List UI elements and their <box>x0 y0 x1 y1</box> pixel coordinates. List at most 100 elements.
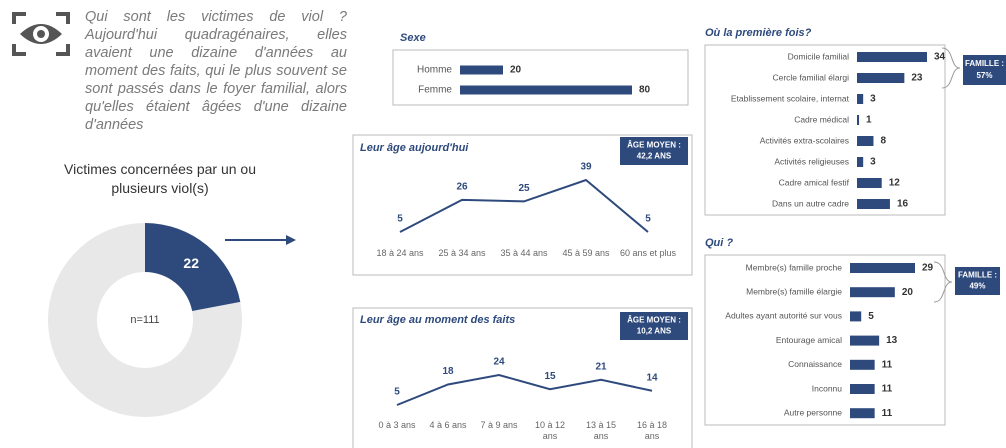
category-label: Cercle familial élargi <box>772 72 849 82</box>
x-tick-label: 45 à 59 ans <box>562 248 610 258</box>
bar <box>850 359 875 370</box>
x-tick-label: 16 à 18 ans <box>636 420 668 441</box>
value-label: 11 <box>882 359 893 370</box>
value-label: 3 <box>870 157 876 168</box>
bar <box>850 263 915 273</box>
bar <box>857 157 864 167</box>
chart-title: Qui ? <box>705 237 733 249</box>
panel <box>392 49 689 106</box>
eye-icon <box>12 12 70 56</box>
bar <box>857 115 860 125</box>
annotation-box <box>620 312 688 340</box>
value-label: 80 <box>639 85 651 96</box>
category-label: Domicile familial <box>788 51 850 61</box>
category-label: Femme <box>418 85 452 96</box>
bar <box>850 384 875 394</box>
annotation-value: 57% <box>976 71 992 80</box>
value-label: 20 <box>510 65 522 76</box>
x-tick-label: 7 à 9 ans <box>480 420 518 430</box>
category-label: Activités religieuses <box>774 156 849 166</box>
annotation-label: Famille : <box>958 271 997 280</box>
value-label: 23 <box>911 73 923 84</box>
value-label: 5 <box>394 387 400 398</box>
annotation-box <box>963 55 1006 85</box>
center-label: n=111 <box>130 314 159 326</box>
x-tick-label: 18 à 24 ans <box>376 248 424 258</box>
category-label: Entourage amical <box>776 335 842 345</box>
value-label: 20 <box>902 287 914 298</box>
annotation-label: Âge moyen : <box>627 141 681 150</box>
panel <box>352 134 693 276</box>
slice-label: 22 <box>183 255 199 271</box>
value-label: 11 <box>882 408 893 419</box>
line <box>396 373 653 406</box>
chart-title: Leur âge au moment des faits <box>360 314 515 326</box>
category-label: Cadre amical festif <box>779 177 850 187</box>
x-tick-label: 4 à 6 ans <box>429 420 467 430</box>
bracket <box>933 261 953 303</box>
value-label: 1 <box>866 115 872 126</box>
value-label: 13 <box>886 335 898 346</box>
x-tick-label: 13 à 15 ans <box>585 420 617 441</box>
value-label: 3 <box>870 94 876 105</box>
value-label: 18 <box>442 366 454 377</box>
x-tick-label: 35 à 44 ans <box>500 248 548 258</box>
annotation-value: 42,2 ans <box>637 152 672 161</box>
category-label: Membre(s) famille proche <box>746 262 843 272</box>
value-label: 12 <box>889 178 901 189</box>
value-label: 5 <box>397 214 403 225</box>
category-label: Adultes ayant autorité sur vous <box>725 311 842 321</box>
value-label: 34 <box>934 52 946 63</box>
category-label: Membre(s) famille élargie <box>746 286 842 296</box>
annotation-value: 10,2 ans <box>637 327 672 336</box>
chart-title: Sexe <box>400 32 426 44</box>
line <box>399 178 649 233</box>
annotation-box <box>620 137 688 165</box>
x-tick-label: 60 ans et plus <box>619 248 677 258</box>
chart-title: Leur âge aujourd'hui <box>360 142 469 154</box>
bar <box>857 178 882 188</box>
panel <box>704 254 946 426</box>
value-label: 14 <box>646 372 658 383</box>
bar <box>857 136 874 146</box>
x-tick-label: 10 à 12 ans <box>534 420 566 441</box>
bar <box>850 311 862 322</box>
bar <box>850 287 895 298</box>
arrow <box>225 235 296 245</box>
category-label: Connaissance <box>788 359 842 369</box>
category-label: Dans un autre cadre <box>772 198 849 208</box>
bar <box>857 73 905 83</box>
bar <box>857 52 927 62</box>
bracket <box>941 47 961 89</box>
intro-text: Qui sont les victimes de viol ? Aujourd'… <box>85 9 347 133</box>
bar <box>850 408 875 419</box>
annotation-value: 49% <box>969 282 985 291</box>
annotation-label: Famille : <box>965 59 1004 68</box>
value-label: 5 <box>645 214 651 225</box>
category-label: Autre personne <box>784 407 842 417</box>
bar <box>857 199 890 209</box>
panel <box>352 307 693 448</box>
pie-slice <box>145 223 241 312</box>
value-label: 29 <box>922 263 934 274</box>
category-label: Etablissement scolaire, internat <box>731 93 850 103</box>
value-label: 39 <box>580 162 592 173</box>
category-label: Cadre médical <box>794 114 849 124</box>
value-label: 16 <box>897 199 909 210</box>
bar <box>850 335 880 346</box>
x-tick-label: 0 à 3 ans <box>378 420 416 430</box>
value-label: 21 <box>595 361 607 372</box>
bar <box>857 94 864 104</box>
x-tick-label: 25 à 34 ans <box>438 248 486 258</box>
bar <box>460 65 503 75</box>
value-label: 11 <box>882 384 893 395</box>
category-label: Inconnu <box>812 383 843 393</box>
value-label: 15 <box>544 371 556 382</box>
value-label: 8 <box>880 136 886 147</box>
annotation-label: Âge moyen : <box>627 316 681 325</box>
value-label: 24 <box>493 357 505 368</box>
value-label: 25 <box>518 183 530 194</box>
chart-title: Où la première fois? <box>705 27 812 39</box>
